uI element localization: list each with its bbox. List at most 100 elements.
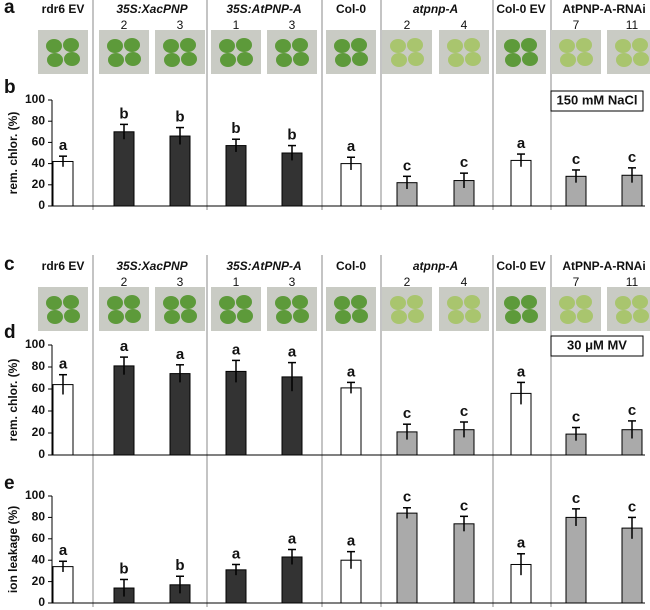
y-axis-label: ion leakage (%) <box>6 506 20 593</box>
column-header: 35S:XacPNP <box>116 259 188 273</box>
column-header: rdr6 EV <box>42 259 85 273</box>
leaf <box>616 53 632 67</box>
leaf <box>464 38 480 52</box>
leaf <box>125 309 141 323</box>
leaf <box>164 310 180 324</box>
column-header: atpnp-A <box>413 2 458 16</box>
leaf <box>180 38 196 52</box>
line-number: 4 <box>461 18 468 32</box>
leaf <box>276 310 292 324</box>
significance-letter: b <box>231 120 240 137</box>
bar <box>52 566 74 604</box>
panel-label: b <box>4 77 16 98</box>
significance-letter: a <box>288 530 297 547</box>
leaf <box>108 310 124 324</box>
leaf <box>577 309 593 323</box>
leaf <box>407 38 423 52</box>
annotation: 30 μM MV <box>567 337 627 352</box>
column-header: 35S:AtPNP-A <box>226 259 301 273</box>
leaf <box>521 38 537 52</box>
column-header: Col-0 EV <box>496 259 545 273</box>
leaf <box>632 38 648 52</box>
leaf <box>181 52 197 66</box>
annotation-box <box>550 335 644 357</box>
seedling-photo <box>607 287 650 331</box>
panel-label: d <box>4 322 16 343</box>
leaf <box>465 52 481 66</box>
significance-letter: a <box>288 344 297 361</box>
bar <box>453 523 475 604</box>
leaf <box>107 296 123 310</box>
line-number: 3 <box>289 18 296 32</box>
leaf <box>465 309 481 323</box>
leaf <box>220 310 236 324</box>
y-tick-label: 0 <box>38 198 45 212</box>
leaf <box>407 295 423 309</box>
y-tick-label: 40 <box>32 403 46 417</box>
leaf <box>334 39 350 53</box>
significance-letter: b <box>119 105 128 122</box>
leaf <box>448 53 464 67</box>
leaf <box>64 309 80 323</box>
bar <box>169 373 191 456</box>
seedling-photo <box>38 30 88 74</box>
seedling-photo <box>551 287 601 331</box>
leaf <box>125 52 141 66</box>
leaf <box>47 53 63 67</box>
seedling-photo <box>155 30 205 74</box>
seedling-photo <box>496 30 546 74</box>
leaf <box>220 53 236 67</box>
significance-letter: a <box>232 545 241 562</box>
leaf <box>63 38 79 52</box>
leaf <box>219 39 235 53</box>
y-tick-label: 40 <box>32 552 46 566</box>
leaf <box>47 310 63 324</box>
y-tick-label: 0 <box>38 595 45 609</box>
leaf <box>448 310 464 324</box>
leaf <box>334 296 350 310</box>
leaf <box>276 53 292 67</box>
significance-letter: c <box>460 403 468 420</box>
significance-letter: c <box>460 154 468 171</box>
leaf <box>163 39 179 53</box>
leaf <box>164 53 180 67</box>
leaf <box>124 38 140 52</box>
panel-label: a <box>4 0 15 18</box>
leaf <box>107 39 123 53</box>
line-number: 2 <box>121 18 128 32</box>
leaf <box>615 39 631 53</box>
leaf <box>335 53 351 67</box>
column-header: AtPNP-A-RNAi <box>562 2 645 16</box>
leaf <box>505 53 521 67</box>
line-number: 2 <box>404 18 411 32</box>
bar <box>340 387 362 456</box>
bar <box>225 145 247 207</box>
leaf <box>46 296 62 310</box>
leaf <box>275 39 291 53</box>
seedling-photo <box>99 287 149 331</box>
y-tick-label: 100 <box>25 92 45 106</box>
leaf <box>292 295 308 309</box>
panel-label: c <box>4 254 15 275</box>
column-header: 35S:XacPNP <box>116 2 188 16</box>
line-number: 3 <box>289 275 296 289</box>
leaf <box>351 295 367 309</box>
bar <box>169 135 191 207</box>
y-tick-label: 60 <box>32 381 46 395</box>
leaf <box>237 52 253 66</box>
seedling-photo <box>99 30 149 74</box>
seedling-photo <box>38 287 88 331</box>
y-tick-label: 80 <box>32 510 46 524</box>
bar <box>621 527 643 604</box>
line-number: 1 <box>233 18 240 32</box>
leaf <box>447 296 463 310</box>
leaf <box>391 53 407 67</box>
leaf <box>408 52 424 66</box>
seedling-photo <box>155 287 205 331</box>
leaf <box>522 52 538 66</box>
leaf <box>63 295 79 309</box>
significance-letter: a <box>59 137 68 154</box>
y-tick-label: 80 <box>32 113 46 127</box>
annotation: 150 mM NaCl <box>557 92 638 107</box>
seedling-photo <box>326 30 376 74</box>
